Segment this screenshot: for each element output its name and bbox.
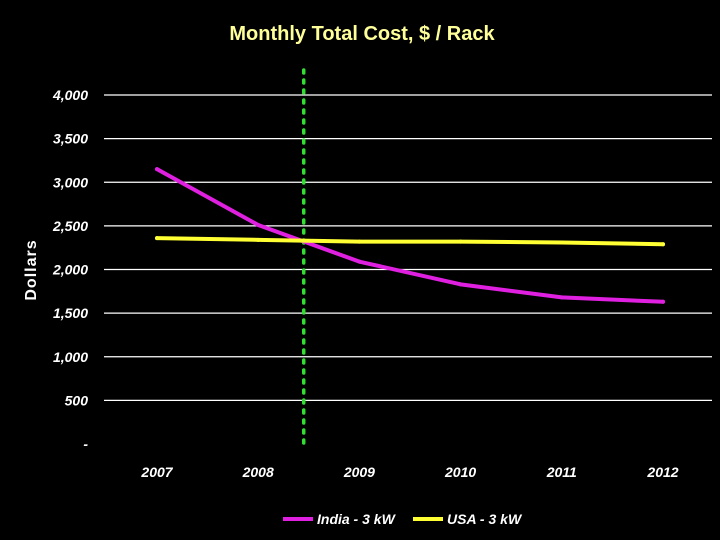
y-tick-label: 2,000 [52,262,88,278]
y-tick-label: 500 [65,392,89,408]
x-tick-label: 2011 [546,464,577,480]
x-tick-label: 2009 [343,464,375,480]
data-point [357,259,362,264]
legend-label: India - 3 kW [317,511,397,527]
data-point [256,223,261,228]
data-point [661,299,665,304]
y-tick-label: - [83,436,88,452]
gridlines [104,94,712,401]
data-point [458,282,463,287]
data-point [458,239,463,244]
series-line-1 [155,236,665,247]
y-tick-label: 1,000 [53,349,88,365]
data-point [357,239,362,244]
y-tick-label: 1,500 [53,305,88,321]
y-tick-label: 3,000 [53,174,88,190]
x-tick-label: 2008 [242,464,274,480]
y-axis-label: Dollars [23,239,40,300]
data-point [559,295,564,300]
legend: India - 3 kW USA - 3 kW [283,511,523,527]
series-line-0 [155,167,665,304]
y-axis-ticks: - 500 1,000 1,500 2,000 2,500 3,000 3,500 4,000 [52,87,88,452]
x-tick-label: 2012 [646,464,678,480]
data-point [155,236,159,241]
x-tick-label: 2010 [444,464,476,480]
data-point [661,242,665,247]
legend-label: USA - 3 kW [447,511,523,527]
series-lines [155,167,665,304]
chart-title: Monthly Total Cost, $ / Rack [229,23,495,45]
x-tick-label: 2007 [140,464,173,480]
data-point [155,167,159,172]
y-tick-label: 4,000 [52,87,88,103]
data-point [559,240,564,245]
y-tick-label: 3,500 [53,131,88,147]
data-point [256,237,261,242]
y-tick-label: 2,500 [52,218,88,234]
x-axis-ticks: 2007 2008 2009 2010 2011 2012 [140,464,678,480]
